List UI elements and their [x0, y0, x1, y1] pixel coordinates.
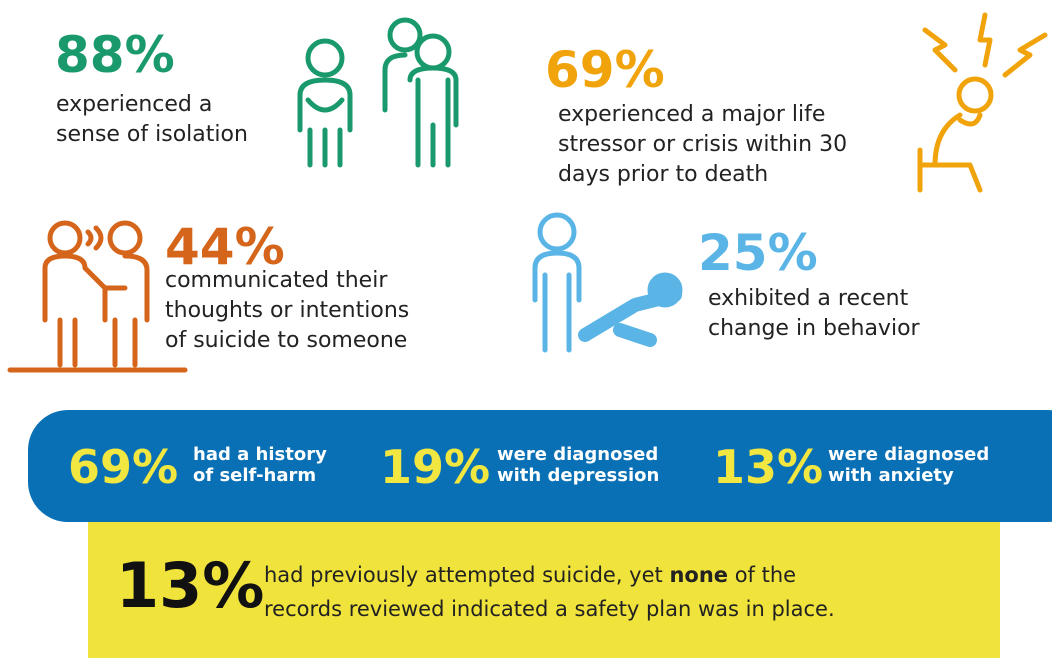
footer-background [88, 522, 1000, 658]
stat-text: communicated their thoughts or intentions… [165, 266, 409, 356]
text-line: of the [728, 563, 797, 587]
behavior-icon [532, 212, 683, 353]
text-line: of self-harm [193, 465, 317, 486]
text-line: change in behavior [708, 316, 920, 341]
band-text: were diagnosed with depression [497, 444, 659, 486]
text-line: were diagnosed [828, 444, 990, 465]
stat-percent: 44% [165, 218, 285, 276]
text-line: stressor or crisis within 30 [558, 132, 848, 157]
text-line: with depression [497, 465, 660, 486]
text-line: of suicide to someone [165, 328, 408, 353]
footer-text: had previously attempted suicide, yet no… [264, 558, 835, 626]
text-line: none [669, 563, 729, 587]
communication-icon [7, 220, 188, 373]
stress-icon [917, 12, 1048, 193]
text-line: sense of isolation [56, 122, 248, 147]
band-background [28, 410, 1052, 522]
text-line: had previously attempted suicide, yet [264, 563, 670, 587]
stat-text: experienced a sense of isolation [56, 90, 248, 150]
footer-percent: 13% [116, 549, 265, 622]
text-line: days prior to death [558, 162, 769, 187]
band-percent: 13% [713, 440, 824, 494]
text-line: with anxiety [828, 465, 954, 486]
stat-percent: 69% [545, 41, 665, 99]
stat-percent: 25% [698, 224, 818, 282]
text-line: were diagnosed [497, 444, 659, 465]
band-text: were diagnosed with anxiety [828, 444, 989, 486]
text-line: experienced a [56, 92, 213, 117]
text-line: had a history [193, 444, 327, 465]
stat-text: exhibited a recent change in behavior [708, 284, 920, 344]
band-percent: 19% [380, 440, 491, 494]
band-text: had a history of self-harm [193, 444, 327, 486]
text-line: communicated their [165, 268, 388, 293]
stat-text: experienced a major life stressor or cris… [558, 100, 847, 190]
band-percent: 69% [68, 440, 179, 494]
text-line: exhibited a recent [708, 286, 909, 311]
text-line: records reviewed indicated a safety plan… [264, 597, 835, 621]
isolation-icon [297, 17, 459, 168]
stat-percent: 88% [55, 26, 175, 84]
text-line: thoughts or intentions [165, 298, 410, 323]
text-line: experienced a major life [558, 102, 826, 127]
